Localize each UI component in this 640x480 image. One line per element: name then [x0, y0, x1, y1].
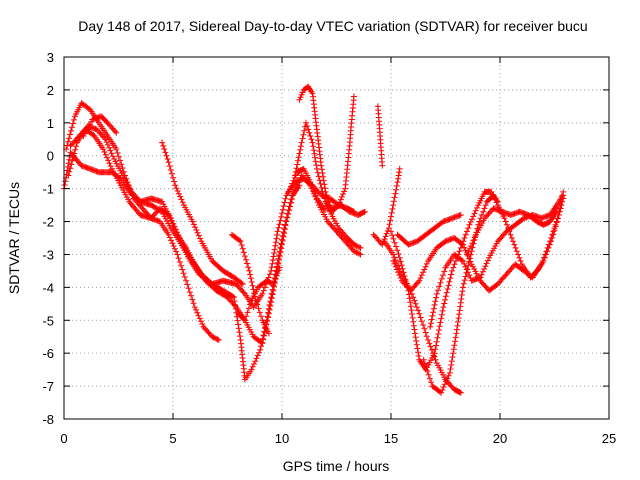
y-tick-label: -1 [42, 182, 54, 197]
x-tick-label: 25 [602, 431, 616, 446]
x-tick-label: 5 [169, 431, 176, 446]
y-tick-label: 2 [47, 83, 54, 98]
data-series-6 [159, 139, 246, 288]
x-axis-label: GPS time / hours [283, 458, 390, 474]
series-11-points [322, 93, 357, 215]
x-tick-label: 0 [60, 431, 67, 446]
data-series-16 [394, 212, 464, 248]
y-tick-label: 0 [47, 149, 54, 164]
series-5-points [80, 113, 120, 139]
x-axis-ticks: 0 5 10 15 20 25 [60, 57, 616, 446]
series-4-points [67, 123, 364, 383]
chart-title: Day 148 of 2017, Sidereal Day-to-day VTE… [78, 18, 587, 34]
y-tick-label: -8 [42, 412, 54, 427]
y-axis-label: SDTVAR / TECUs [6, 182, 22, 294]
data-series-18 [427, 192, 567, 330]
series-12-points [370, 165, 403, 248]
y-axis-ticks: -8 -7 -6 -5 -4 -3 -2 -1 0 1 2 3 [42, 50, 609, 427]
data-series-11 [322, 93, 357, 215]
y-tick-label: -3 [42, 247, 54, 262]
data-series-5 [80, 113, 120, 139]
data-series-12 [370, 165, 403, 248]
y-tick-label: -7 [42, 379, 54, 394]
series-21-points [235, 264, 283, 324]
series-7-points [228, 231, 272, 337]
data-series-19 [464, 188, 567, 258]
series-10-points [296, 83, 333, 209]
series-18-points [427, 192, 567, 330]
x-tick-label: 20 [493, 431, 507, 446]
data-series-4 [67, 123, 364, 383]
plot-frame [63, 56, 610, 420]
y-tick-label: -5 [42, 313, 54, 328]
series-20-points [374, 103, 386, 169]
series-19-points [464, 188, 567, 258]
series-6-points [159, 139, 246, 288]
y-tick-label: -2 [42, 215, 54, 230]
x-tick-label: 10 [275, 431, 289, 446]
x-tick-label: 15 [384, 431, 398, 446]
data-series-layer [61, 83, 567, 396]
y-tick-label: 3 [47, 50, 54, 65]
data-series-21 [235, 264, 283, 324]
y-tick-label: 1 [47, 116, 54, 131]
y-tick-label: -4 [42, 280, 54, 295]
data-series-7 [228, 231, 272, 337]
data-series-10 [296, 83, 333, 209]
series-16-points [394, 212, 464, 248]
data-series-20 [374, 103, 386, 169]
y-tick-label: -6 [42, 346, 54, 361]
